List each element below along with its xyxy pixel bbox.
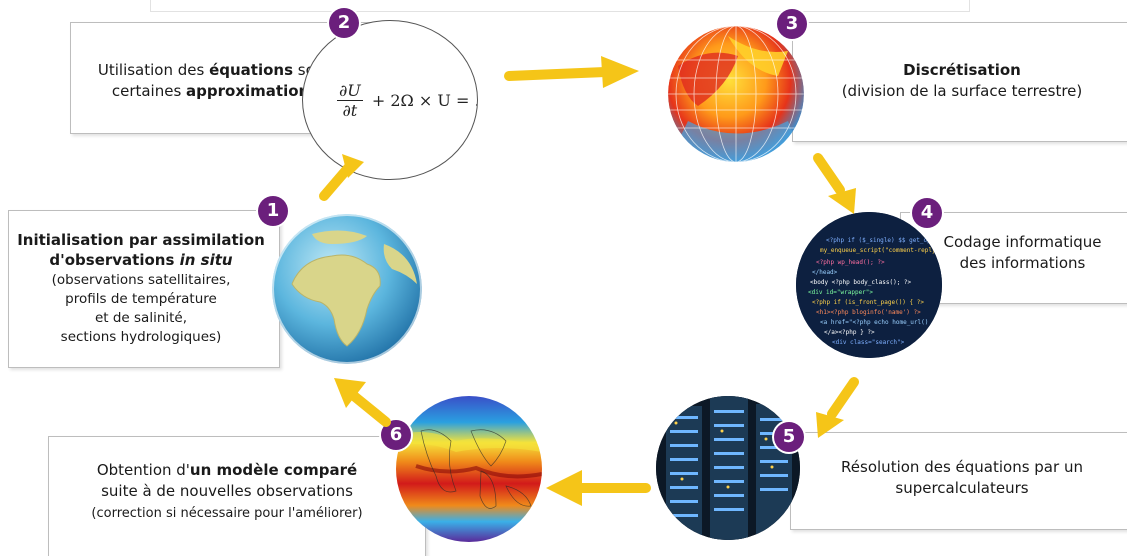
svg-text:</head>: </head> [812,269,838,276]
step-6-badge: 6 [381,420,411,450]
supercomputer-image [656,396,800,540]
step-4-box [900,212,1127,304]
svg-text:</a><?php } ?>: </a><?php } ?> [824,329,875,336]
step-6-text: Obtention d'un modèle comparé suite à de… [91,461,363,521]
equation-formula: ∂U ∂t + 2Ω × U = . [337,81,478,120]
step-3-badge: 3 [777,9,807,39]
svg-text:<?php wp_head(); ?>: <?php wp_head(); ?> [816,259,885,266]
step-1-text: Initialisation par assimilation d'observ… [17,231,265,345]
earth-globe-image [272,214,422,364]
step-1-box [8,210,280,368]
code-screen-image: <?php if ($_single) $$ get_option my_enq… [796,212,942,358]
step-6-box [48,436,426,556]
svg-text:<?php if (is_front_page()) { ?: <?php if (is_front_page()) { ?> [812,299,924,306]
arrow-6-to-1 [334,378,391,427]
arrow-1-to-2 [319,154,364,201]
step-3-text: Discrétisation (division de la surface t… [841,61,1083,100]
step-2-text: Utilisation des équations sous certaines… [97,61,332,100]
step-1-badge: 1 [258,196,288,226]
arrow-2-to-3 [504,56,639,88]
arrow-5-to-6 [546,470,651,506]
step-3-box [792,22,1127,142]
svg-text:<h1><?php bloginfo('name') ?>: <h1><?php bloginfo('name') ?> [816,309,921,316]
step-5-text: Résolution des équations par un supercal… [841,458,1083,497]
step-4-badge: 4 [912,198,942,228]
arrow-4-to-5 [816,377,859,438]
step-5-badge: 5 [774,422,804,452]
top-frame [150,0,970,12]
equation-image: ∂U ∂t + 2Ω × U = . [302,20,478,180]
step-4-text: Codage informatique des informations [943,233,1102,272]
arrow-3-to-4 [813,153,856,214]
svg-text:<div id="wrapper">: <div id="wrapper"> [808,289,873,296]
heat-map-globe-image [396,396,542,542]
svg-text:<?php if ($_single) $$ get_opt: <?php if ($_single) $$ get_option [826,237,942,244]
svg-text:<div class="search">: <div class="search"> [832,339,905,346]
svg-text:my_enqueue_script("comment-rep: my_enqueue_script("comment-reply") [820,247,942,254]
grid-globe-image [668,26,804,162]
step-5-box [790,432,1127,530]
step-2-badge: 2 [329,8,359,38]
svg-text:<body <?php body_class(); ?>: <body <?php body_class(); ?> [810,279,912,286]
svg-text:<a href="<?php echo home_url(): <a href="<?php echo home_url() [820,319,928,326]
